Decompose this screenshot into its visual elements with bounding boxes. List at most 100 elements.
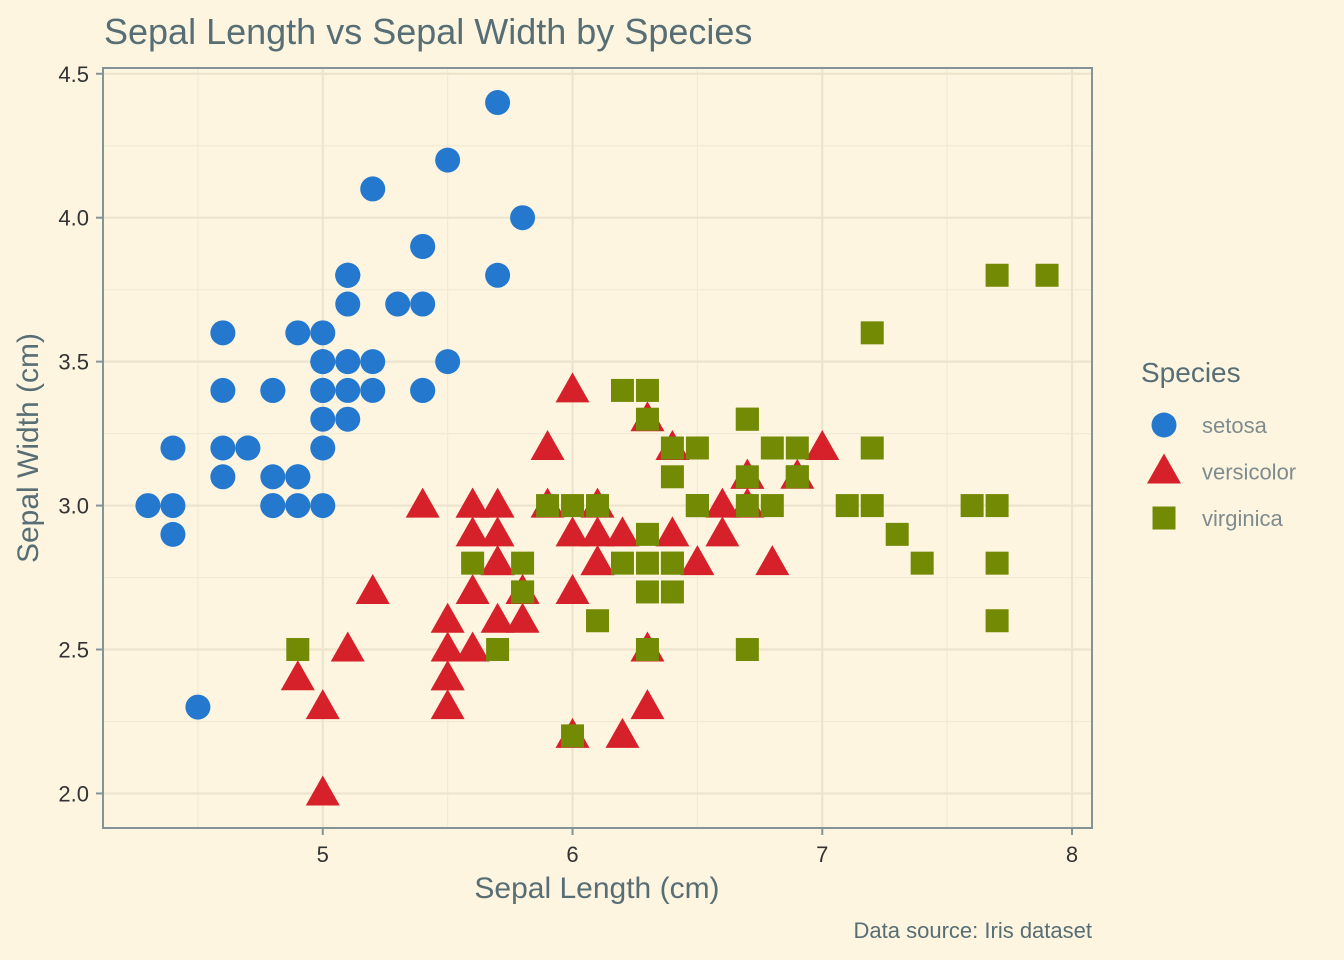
point-versicolor [605,717,640,748]
point-virginica [735,465,759,489]
point-virginica [760,436,784,460]
y-tick-label: 4.5 [58,62,89,87]
point-setosa [260,464,286,490]
point-versicolor [605,516,640,547]
point-versicolor [655,516,690,547]
point-versicolor [555,573,590,604]
point-setosa [310,320,336,346]
point-virginica [685,436,709,460]
point-setosa [260,377,286,403]
point-virginica [860,321,884,345]
point-versicolor [430,602,465,633]
axis-ticks: 5 6 7 8 2.0 2.5 3.0 3.5 4.0 4.5 [58,62,1078,867]
point-virginica [461,551,485,575]
point-setosa [510,205,536,231]
point-versicolor [630,689,665,720]
point-versicolor [430,660,465,691]
point-virginica [785,436,809,460]
point-versicolor [480,516,515,547]
point-virginica [985,263,1009,287]
point-versicolor [430,631,465,662]
point-virginica [735,494,759,518]
series-virginica [286,263,1059,748]
point-virginica [610,551,634,575]
point-setosa [385,291,411,317]
point-virginica [860,494,884,518]
point-virginica [586,494,609,518]
point-versicolor [580,516,615,547]
point-virginica [985,551,1009,575]
point-setosa [285,493,311,519]
x-tick-label: 6 [566,842,578,867]
point-versicolor [280,660,315,691]
point-setosa [210,320,236,346]
x-tick-label: 5 [317,842,329,867]
point-setosa [360,377,386,403]
point-setosa [410,291,436,317]
point-virginica [660,465,684,489]
point-setosa [435,349,461,375]
point-setosa [335,291,361,317]
point-virginica [635,580,659,604]
point-versicolor [705,516,740,547]
point-setosa [285,464,311,490]
point-versicolor [330,631,365,662]
point-versicolor [530,430,565,460]
data-points [135,90,1059,806]
point-setosa [210,435,236,461]
x-axis-title: Sepal Length (cm) [474,872,719,905]
y-tick-label: 4.0 [58,206,89,231]
point-virginica [610,378,634,402]
point-setosa [360,349,386,375]
legend-key-setosa [1151,412,1177,438]
point-virginica [785,465,809,489]
legend-label-virginica: virginica [1202,506,1283,531]
grid [103,68,1092,828]
point-versicolor [480,487,515,518]
point-setosa [210,464,236,490]
point-virginica [685,494,709,518]
point-setosa [235,435,261,461]
point-setosa [335,377,361,403]
point-virginica [1035,263,1059,287]
point-setosa [285,320,311,346]
point-virginica [486,638,510,662]
point-versicolor [755,545,790,576]
y-tick-label: 2.5 [58,638,89,663]
point-virginica [536,494,560,518]
y-tick-label: 3.0 [58,494,89,519]
point-virginica [586,609,609,633]
y-tick-label: 2.0 [58,781,89,806]
point-versicolor [705,487,740,518]
point-virginica [985,494,1009,518]
point-versicolor [680,545,715,576]
point-virginica [635,378,659,402]
legend-key-versicolor [1147,453,1181,484]
legend-key-virginica [1152,506,1176,530]
point-setosa [335,349,361,375]
x-tick-label: 7 [816,842,828,867]
point-virginica [760,494,784,518]
point-virginica [635,522,659,546]
panel-border [102,67,1093,829]
chart-title: Sepal Length vs Sepal Width by Species [104,11,752,52]
point-setosa [410,233,436,259]
point-setosa [310,406,336,432]
point-setosa [160,493,186,519]
point-virginica [635,407,659,431]
point-setosa [260,493,286,519]
point-virginica [835,494,859,518]
point-versicolor [305,689,340,720]
point-setosa [335,262,361,288]
point-setosa [160,435,186,461]
point-virginica [735,638,759,662]
y-tick-label: 3.5 [58,350,89,375]
x-tick-label: 8 [1066,842,1078,867]
point-virginica [910,551,934,575]
point-versicolor [430,689,465,720]
point-setosa [210,377,236,403]
point-versicolor [305,775,340,806]
point-versicolor [355,573,390,604]
legend-label-versicolor: versicolor [1202,460,1296,485]
point-versicolor [580,545,615,576]
